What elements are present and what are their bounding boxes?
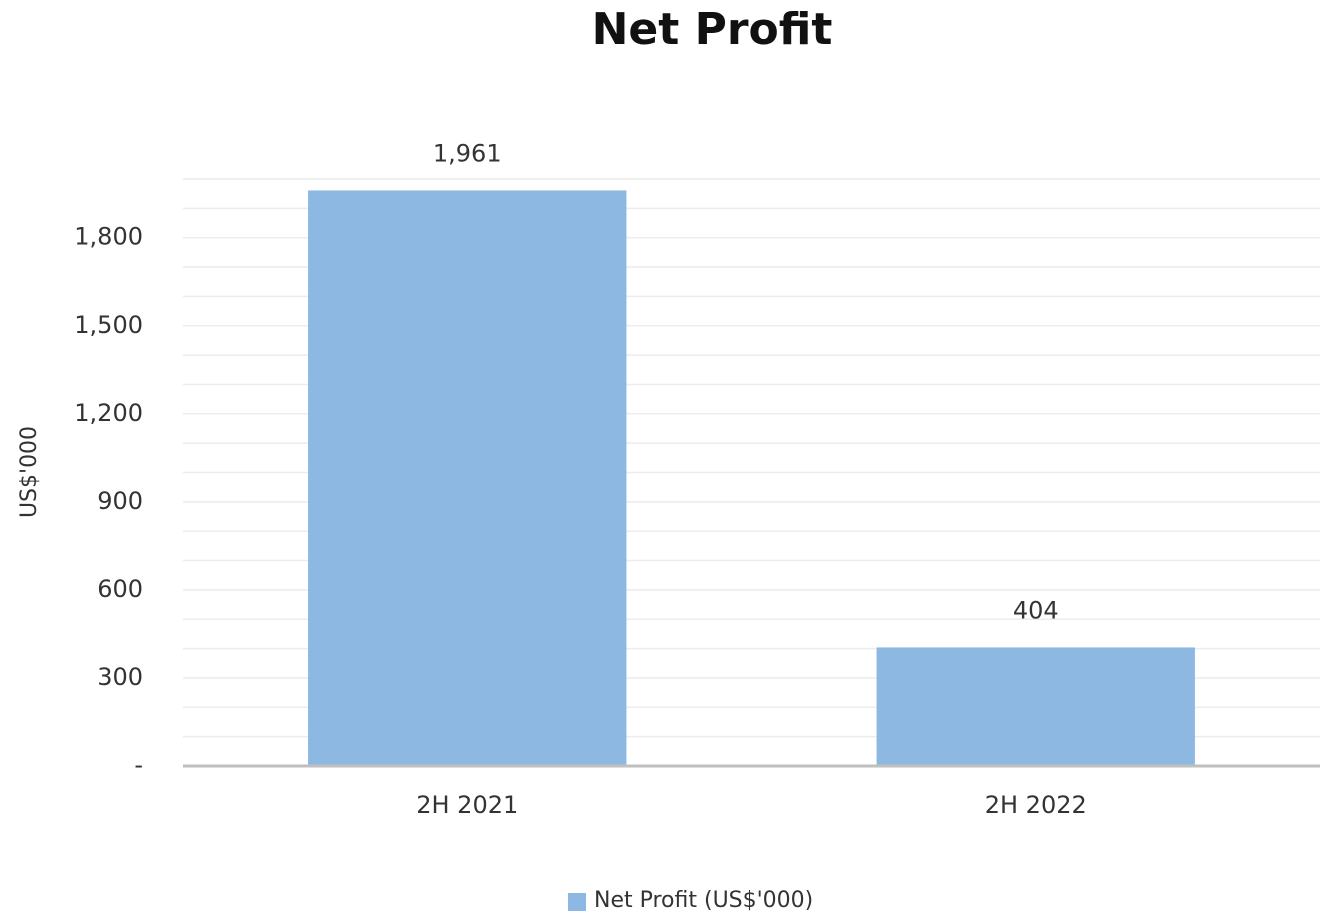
x-tick-label: 2H 2021 [416,791,518,819]
y-tick-label: - [134,751,143,779]
y-tick-label: 900 [97,487,143,515]
y-tick-label: 1,800 [74,223,143,251]
data-label: 404 [1013,596,1059,624]
y-tick-label: 1,200 [74,399,143,427]
y-axis-label: US$'000 [17,426,42,518]
bar [308,190,627,766]
y-tick-label: 300 [97,663,143,691]
x-tick-label: 2H 2022 [985,791,1087,819]
y-tick-label: 600 [97,575,143,603]
bar [876,647,1195,766]
y-tick-label: 1,500 [74,311,143,339]
legend-swatch [568,893,586,911]
legend-label: Net Profit (US$'000) [594,888,813,913]
data-label: 1,961 [433,139,502,167]
chart-title: Net Profit [592,4,833,55]
